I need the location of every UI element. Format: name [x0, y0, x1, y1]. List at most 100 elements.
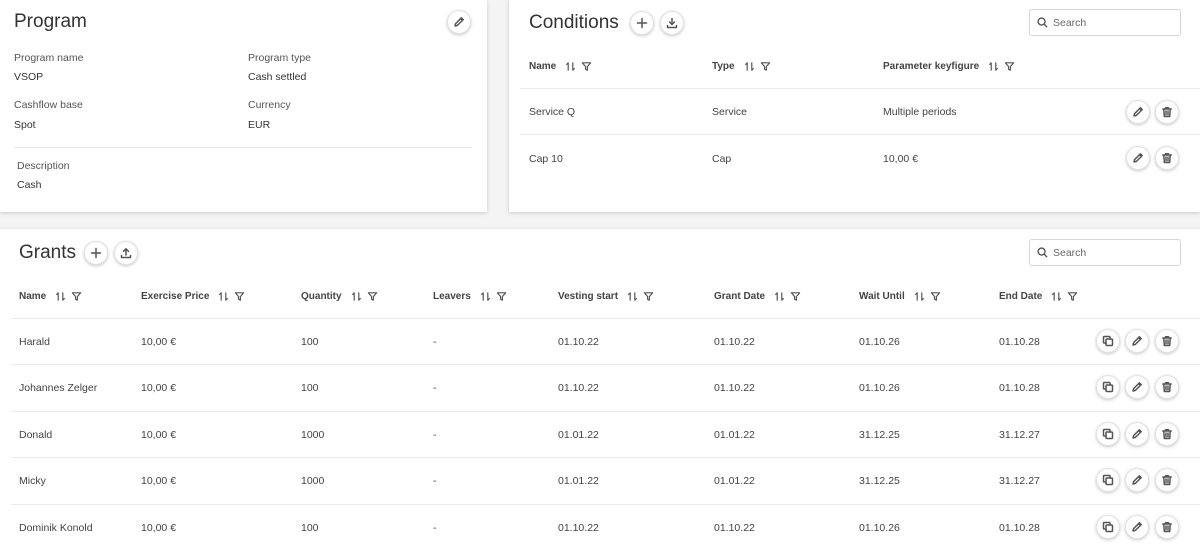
conditions-search-input[interactable]	[1053, 16, 1171, 29]
grant-quantity: 100	[301, 382, 319, 394]
edit-condition-button[interactable]	[1126, 146, 1150, 170]
grant-exercise-price: 10,00 €	[141, 429, 177, 441]
grants-col-name[interactable]: Name	[19, 291, 82, 302]
download-conditions-button[interactable]	[660, 11, 684, 35]
delete-grant-button[interactable]	[1155, 515, 1179, 539]
filter-icon[interactable]	[790, 291, 801, 302]
grant-wait-until: 31.12.25	[859, 475, 900, 487]
filter-icon[interactable]	[234, 291, 245, 302]
copy-grant-button[interactable]	[1096, 375, 1120, 399]
edit-grant-button[interactable]	[1125, 515, 1149, 539]
grant-name: Donald	[19, 429, 53, 441]
sort-icon[interactable]	[627, 291, 638, 302]
conditions-col-name[interactable]: Name	[529, 61, 592, 72]
upload-grants-button[interactable]	[114, 241, 138, 265]
filter-icon[interactable]	[367, 291, 378, 302]
currency-value: EUR	[248, 119, 271, 131]
copy-grant-button[interactable]	[1096, 468, 1120, 492]
filter-icon[interactable]	[496, 291, 507, 302]
sort-icon[interactable]	[774, 291, 785, 302]
search-icon	[1037, 17, 1048, 28]
grant-wait-until: 01.10.26	[859, 522, 900, 534]
filter-icon[interactable]	[930, 291, 941, 302]
delete-grant-button[interactable]	[1155, 422, 1179, 446]
pencil-icon	[1132, 382, 1142, 392]
sort-icon[interactable]	[565, 61, 576, 72]
col-quantity-label: Quantity	[301, 291, 342, 302]
condition-name: Cap 10	[529, 153, 563, 165]
grants-col-grant-date[interactable]: Grant Date	[714, 291, 801, 302]
grant-grant-date: 01.10.22	[714, 336, 755, 348]
edit-grant-button[interactable]	[1125, 422, 1149, 446]
sort-icon[interactable]	[480, 291, 491, 302]
filter-icon[interactable]	[760, 61, 771, 72]
grant-end-date: 01.10.28	[999, 382, 1040, 394]
pencil-icon	[1133, 153, 1143, 163]
grants-col-exercise-price[interactable]: Exercise Price	[141, 291, 245, 302]
copy-grant-button[interactable]	[1096, 515, 1120, 539]
condition-name: Service Q	[529, 106, 576, 118]
grant-exercise-price: 10,00 €	[141, 336, 177, 348]
grants-col-leavers[interactable]: Leavers	[433, 291, 507, 302]
cashflow-base-value: Spot	[14, 119, 36, 131]
sort-icon[interactable]	[351, 291, 362, 302]
filter-icon[interactable]	[643, 291, 654, 302]
grant-name: Harald	[19, 336, 50, 348]
trash-icon	[1162, 522, 1172, 533]
grants-col-quantity[interactable]: Quantity	[301, 291, 378, 302]
description-value: Cash	[17, 179, 42, 191]
edit-grant-button[interactable]	[1125, 329, 1149, 353]
conditions-col-type[interactable]: Type	[712, 61, 771, 72]
grant-name: Johannes Zelger	[19, 382, 98, 394]
filter-icon[interactable]	[581, 61, 592, 72]
grants-title: Grants	[19, 242, 77, 263]
grants-search-input[interactable]	[1053, 246, 1171, 259]
add-grant-button[interactable]	[84, 241, 108, 265]
col-exercise-price-label: Exercise Price	[141, 291, 210, 302]
grants-col-end-date[interactable]: End Date	[999, 291, 1078, 302]
grant-name: Dominik Konold	[19, 522, 93, 534]
sort-icon[interactable]	[744, 61, 755, 72]
sort-icon[interactable]	[1051, 291, 1062, 302]
edit-grant-button[interactable]	[1125, 375, 1149, 399]
delete-grant-button[interactable]	[1155, 329, 1179, 353]
sort-icon[interactable]	[914, 291, 925, 302]
col-leavers-label: Leavers	[433, 291, 471, 302]
sort-icon[interactable]	[218, 291, 229, 302]
edit-condition-button[interactable]	[1126, 100, 1150, 124]
filter-icon[interactable]	[1067, 291, 1078, 302]
copy-grant-button[interactable]	[1096, 422, 1120, 446]
edit-program-button[interactable]	[447, 10, 471, 34]
pencil-icon	[1132, 522, 1142, 532]
grant-vesting-start: 01.01.22	[558, 429, 599, 441]
row-divider	[11, 504, 1200, 505]
copy-grant-button[interactable]	[1096, 329, 1120, 353]
delete-condition-button[interactable]	[1155, 146, 1179, 170]
grant-quantity: 100	[301, 336, 319, 348]
delete-grant-button[interactable]	[1155, 375, 1179, 399]
edit-grant-button[interactable]	[1125, 468, 1149, 492]
grant-end-date: 31.12.27	[999, 475, 1040, 487]
grants-col-wait-until[interactable]: Wait Until	[859, 291, 941, 302]
filter-icon[interactable]	[1004, 61, 1015, 72]
conditions-search[interactable]	[1029, 9, 1181, 36]
grants-search[interactable]	[1029, 239, 1181, 266]
grants-col-vesting-start[interactable]: Vesting start	[558, 291, 654, 302]
add-condition-button[interactable]	[630, 11, 654, 35]
conditions-col-parameter[interactable]: Parameter keyfigure	[883, 61, 1015, 72]
plus-icon	[90, 247, 102, 259]
sort-icon[interactable]	[55, 291, 66, 302]
col-grant-date-label: Grant Date	[714, 291, 766, 302]
col-name-label: Name	[19, 291, 47, 302]
sort-icon[interactable]	[988, 61, 999, 72]
program-card: Program Program name VSOP Program type C…	[0, 0, 487, 212]
copy-icon	[1102, 335, 1114, 347]
grant-name: Micky	[19, 475, 46, 487]
delete-condition-button[interactable]	[1155, 100, 1179, 124]
grant-exercise-price: 10,00 €	[141, 382, 177, 394]
filter-icon[interactable]	[71, 291, 82, 302]
search-icon	[1037, 247, 1048, 258]
row-divider	[520, 88, 1200, 89]
program-name-label: Program name	[14, 52, 84, 64]
delete-grant-button[interactable]	[1155, 468, 1179, 492]
